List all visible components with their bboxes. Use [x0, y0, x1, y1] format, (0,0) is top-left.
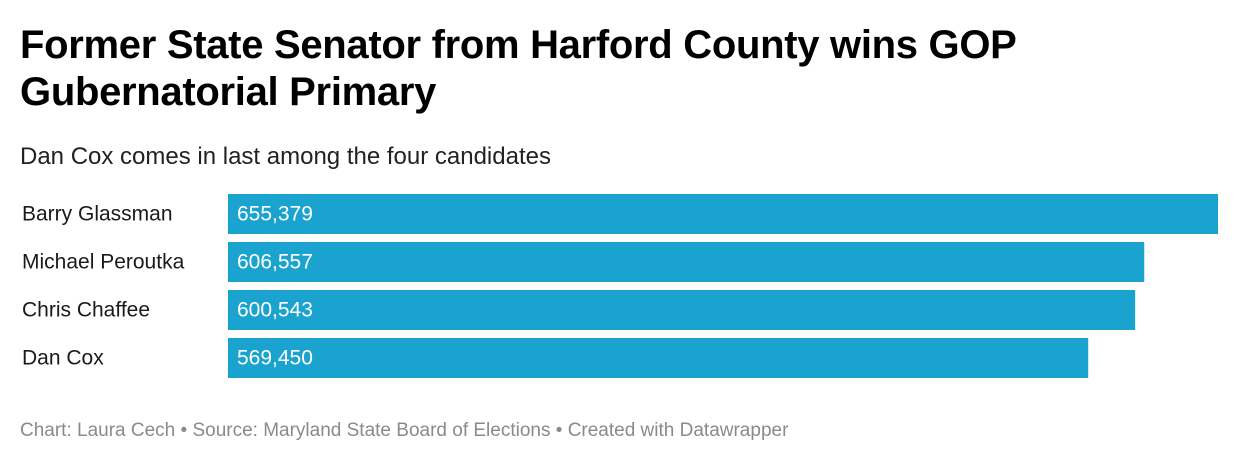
chart-title: Former State Senator from Harford County… [20, 23, 1016, 114]
bar [228, 290, 1136, 330]
bar [228, 242, 1145, 282]
category-label: Barry Glassman [22, 203, 173, 226]
bar-row: Barry Glassman 655,379 [22, 194, 1218, 234]
chart-footer: Chart: Laura Cech • Source: Maryland Sta… [20, 420, 789, 441]
value-label: 655,379 [237, 203, 313, 226]
value-label: 569,450 [237, 347, 313, 370]
bar-row: Michael Peroutka 606,557 [22, 242, 1145, 282]
bar [228, 194, 1218, 234]
chart-subtitle: Dan Cox comes in last among the four can… [20, 143, 551, 170]
category-label: Chris Chaffee [22, 299, 150, 322]
category-label: Michael Peroutka [22, 251, 185, 274]
bar-row: Dan Cox 569,450 [22, 338, 1089, 378]
bar-chart: Barry Glassman 655,379 Michael Peroutka 606… [22, 194, 1218, 378]
value-label: 600,543 [237, 299, 313, 322]
category-label: Dan Cox [22, 347, 104, 370]
bar [228, 338, 1089, 378]
value-label: 606,557 [237, 251, 313, 274]
bar-row: Chris Chaffee 600,543 [22, 290, 1136, 330]
